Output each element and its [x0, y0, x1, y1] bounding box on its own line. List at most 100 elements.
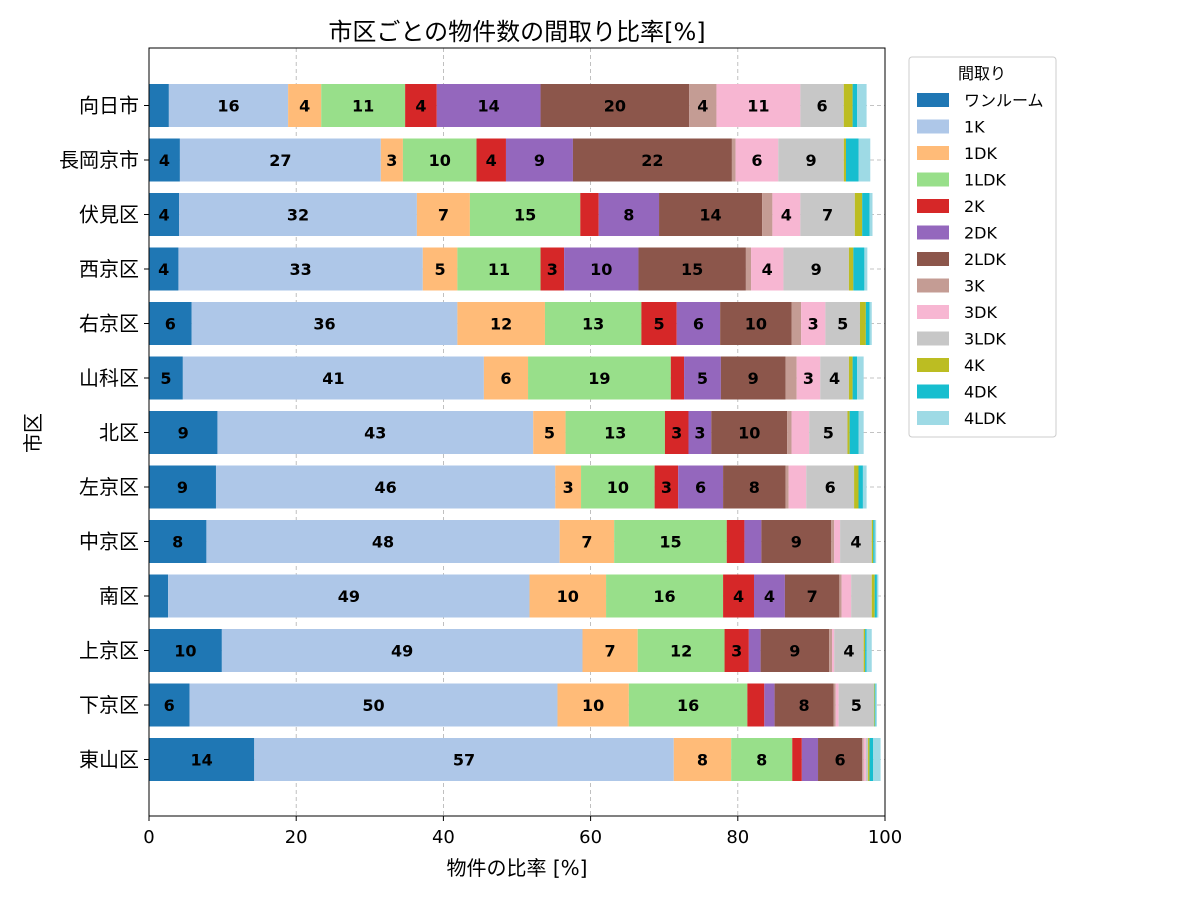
bar-segment — [555, 465, 582, 509]
bar-segment — [809, 411, 848, 454]
legend-label: 3LDK — [964, 330, 1006, 349]
bar-data-label: 10 — [745, 315, 767, 334]
bar-data-label: 7 — [822, 206, 833, 225]
legend-label: 4DK — [964, 383, 998, 402]
bar-data-label: 15 — [514, 206, 536, 225]
bar-segment — [628, 683, 748, 727]
bar-segment — [751, 247, 784, 291]
bar-segment — [845, 138, 859, 182]
bar-segment — [820, 356, 849, 400]
bar-segment — [206, 520, 560, 563]
legend-label: 1DK — [964, 144, 998, 163]
bar-data-label: 41 — [322, 369, 344, 388]
bar-data-label: 9 — [534, 151, 545, 170]
bar-segment — [806, 465, 855, 509]
bar-data-label: 7 — [581, 533, 592, 552]
bar-data-label: 16 — [677, 696, 699, 715]
bar-data-label: 33 — [289, 260, 311, 279]
bar-data-label: 8 — [623, 206, 634, 225]
legend-swatch — [917, 358, 949, 372]
bar-data-label: 9 — [177, 478, 188, 497]
legend-label: 2LDK — [964, 250, 1006, 269]
bar-segment — [747, 683, 765, 727]
y-tick-label: 下京区 — [79, 693, 139, 717]
bar-segment — [544, 302, 642, 345]
bar-data-label: 8 — [697, 751, 708, 770]
bar-data-label: 3 — [731, 642, 742, 661]
bar-data-label: 4 — [850, 533, 861, 552]
legend-frame — [908, 56, 1057, 438]
data-labels-layer: 16 4 11 4 14 20 4 11 64 27 3 10 4 9 22 6 94 32 7 15 8 14 4 74 33… — [158, 97, 862, 770]
bar-segment — [689, 84, 717, 127]
y-tick-label: 東山区 — [79, 748, 139, 772]
legend-swatch — [917, 172, 949, 187]
bar-segment — [760, 629, 830, 672]
bar-segment — [670, 356, 685, 400]
bar-segment — [873, 520, 875, 563]
bar-data-label: 6 — [825, 478, 836, 497]
bar-data-label: 4 — [762, 260, 773, 279]
bar-data-label: 6 — [695, 478, 706, 497]
bar-segment — [580, 193, 599, 236]
bar-segment — [149, 683, 190, 727]
bar-segment — [416, 193, 470, 236]
bar-data-label: 4 — [733, 587, 744, 606]
y-tick-label: 右京区 — [79, 312, 139, 336]
bar-segment — [791, 302, 802, 345]
bar-data-label: 10 — [429, 151, 451, 170]
bar-segment — [688, 411, 712, 454]
bar-data-label: 5 — [544, 424, 555, 443]
bar-segment — [676, 302, 721, 345]
bar-data-label: 10 — [174, 642, 196, 661]
bar-segment — [834, 629, 864, 672]
bar-segment — [833, 683, 836, 727]
bar-data-label: 19 — [588, 369, 610, 388]
legend-label: 1LDK — [964, 171, 1006, 190]
bar-segment — [785, 356, 797, 400]
legend-label: 4LDK — [964, 409, 1006, 428]
bar-data-label: 8 — [749, 478, 760, 497]
bar-segment — [873, 683, 875, 727]
bar-segment — [540, 84, 690, 127]
bar-segment — [866, 629, 872, 672]
bar-segment — [189, 683, 558, 727]
bar-data-label: 10 — [557, 587, 579, 606]
bar-segment — [862, 465, 867, 509]
bar-segment — [863, 629, 866, 672]
bar-segment — [874, 520, 877, 563]
bar-segment — [606, 574, 724, 618]
bar-segment — [848, 247, 854, 291]
bar-data-label: 6 — [165, 315, 176, 334]
bar-segment — [868, 738, 870, 781]
x-tick-label: 100 — [868, 827, 902, 848]
bar-segment — [825, 302, 860, 345]
bar-data-label: 48 — [372, 533, 394, 552]
x-tick-label: 20 — [285, 827, 308, 848]
bars-layer — [149, 84, 881, 781]
bar-data-label: 4 — [764, 587, 775, 606]
bar-segment — [149, 138, 180, 182]
bar-segment — [149, 629, 222, 672]
bar-segment — [598, 193, 660, 236]
bar-data-label: 4 — [159, 206, 170, 225]
axes-layer: 0 20 40 60 80 100 向日市長岡京市伏見区西京区右京区山科区北区左京区中京区南… — [59, 94, 902, 849]
bar-segment — [149, 738, 255, 781]
bar-segment — [834, 520, 841, 563]
bar-data-label: 15 — [659, 533, 681, 552]
bar-segment — [149, 356, 183, 400]
bar-segment — [778, 138, 844, 182]
bar-segment — [191, 302, 458, 345]
bar-segment — [533, 411, 566, 454]
bar-segment — [731, 738, 793, 781]
bar-segment — [854, 193, 863, 236]
bar-data-label: 7 — [438, 206, 449, 225]
bar-segment — [168, 84, 289, 127]
bar-data-label: 14 — [190, 751, 212, 770]
bar-segment — [723, 465, 786, 509]
x-tick-label: 80 — [726, 827, 749, 848]
bar-data-label: 5 — [435, 260, 446, 279]
bar-segment — [854, 465, 859, 509]
bar-segment — [831, 520, 835, 563]
bar-data-label: 6 — [164, 696, 175, 715]
bar-segment — [422, 247, 458, 291]
